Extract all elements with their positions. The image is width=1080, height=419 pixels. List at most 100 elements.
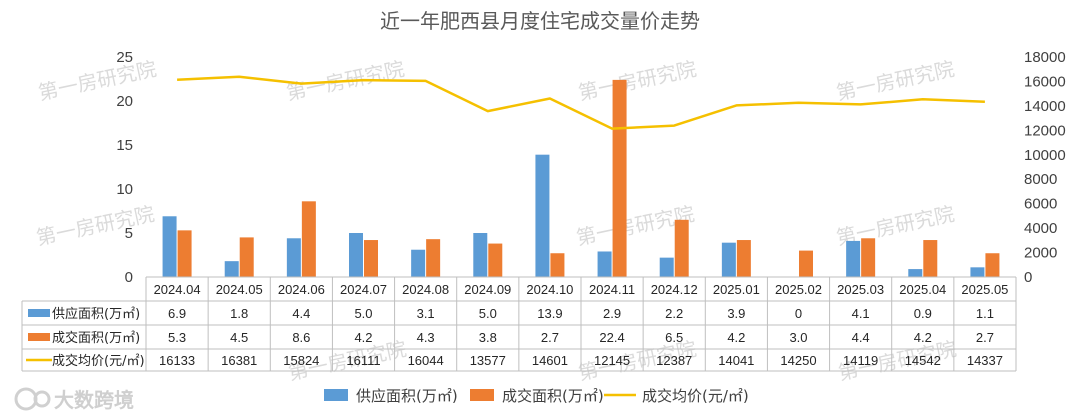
- bar-deal-2024.05: [239, 237, 254, 277]
- chart-title: 近一年肥西县月度住宅成交量价走势: [380, 9, 700, 33]
- bar-supply-2024.05: [224, 261, 239, 277]
- data-label: 14041: [718, 353, 754, 368]
- data-label: 15824: [283, 353, 319, 368]
- data-label: 2.9: [603, 306, 621, 321]
- y-right-tick-label: 6000: [1024, 196, 1057, 213]
- bar-deal-2025.03: [861, 238, 876, 277]
- data-label: 3.9: [727, 306, 745, 321]
- line-layer: [177, 75, 985, 130]
- y-right-tick-label: 16000: [1024, 73, 1066, 90]
- data-label: 14601: [532, 353, 568, 368]
- bar-supply-2025.04: [908, 269, 923, 277]
- category-label: 2024.07: [340, 282, 387, 297]
- y-left-tick-label: 15: [116, 137, 133, 154]
- category-label: 2024.04: [154, 282, 201, 297]
- data-label: 14119: [843, 353, 878, 368]
- data-table: 2024.04 2024.05 2024.06 2024.07 2024.08 2024.…: [21, 276, 1017, 372]
- data-label: 16044: [408, 353, 444, 368]
- bar-supply-2024.08: [411, 249, 426, 277]
- category-label: 2024.11: [589, 282, 635, 297]
- bar-deal-2025.01: [736, 240, 751, 277]
- legend-label-1: 成交面积(万㎡): [502, 387, 604, 405]
- bar-supply-2025.01: [721, 242, 736, 277]
- bars-layer: [162, 79, 1000, 277]
- data-label: 16111: [346, 353, 380, 368]
- watermark-4: 第一房研究院: [34, 201, 156, 249]
- y-left-tick-label: 0: [125, 269, 133, 286]
- bar-deal-2024.07: [364, 240, 378, 277]
- data-label: 4.2: [914, 330, 932, 345]
- data-label: 2.7: [976, 330, 994, 345]
- bar-supply-2024.11: [597, 251, 612, 277]
- table-key-1: [28, 333, 50, 341]
- bar-supply-2024.06: [286, 238, 301, 277]
- circle-logo-icon-inner: [33, 390, 51, 408]
- y-right-tick-label: 14000: [1024, 98, 1066, 115]
- data-label: 4.5: [230, 330, 248, 345]
- bar-deal-2025.02: [799, 250, 813, 277]
- y-right-tick-label: 0: [1024, 269, 1032, 286]
- data-label: 6.9: [168, 306, 186, 321]
- data-label: 3.1: [417, 306, 435, 321]
- data-label: 13.9: [537, 306, 562, 321]
- table-key-0: [28, 309, 50, 317]
- bar-supply-2024.04: [162, 216, 177, 277]
- y-left-tick-label: 10: [116, 181, 133, 198]
- bar-deal-2024.11: [612, 79, 627, 277]
- legend-label-2: 成交均价(元/㎡): [642, 387, 749, 405]
- bar-supply-2025.03: [846, 240, 861, 277]
- data-label: 0.9: [914, 306, 932, 321]
- bar-supply-2024.12: [659, 257, 674, 277]
- data-label: 1.8: [230, 306, 248, 321]
- data-label: 5.0: [479, 306, 497, 321]
- category-label: 2024.09: [464, 282, 511, 297]
- data-label: 4.2: [727, 330, 745, 345]
- legend-label-0: 供应面积(万㎡): [356, 387, 458, 405]
- watermark-3: 第一房研究院: [834, 56, 956, 104]
- data-label: 12145: [594, 353, 630, 368]
- logo: 大数跨境: [14, 387, 134, 412]
- bar-supply-2024.10: [535, 154, 550, 277]
- data-label: 2.7: [541, 330, 559, 345]
- y-right-tick-label: 12000: [1024, 122, 1066, 139]
- data-label: 1.1: [976, 306, 994, 321]
- logo-text: 大数跨境: [54, 388, 134, 412]
- category-label: 2024.06: [278, 282, 325, 297]
- category-label: 2024.12: [651, 282, 698, 297]
- watermark-0: 第一房研究院: [36, 56, 158, 104]
- bar-deal-2024.10: [550, 253, 565, 277]
- table-row-label: 供应面积(万㎡): [52, 306, 140, 322]
- bar-deal-2024.04: [177, 230, 192, 277]
- data-label: 3.8: [479, 330, 497, 345]
- data-label: 4.1: [852, 306, 870, 321]
- data-label: 5.3: [168, 330, 186, 345]
- category-label: 2025.02: [775, 282, 822, 297]
- category-label: 2025.05: [961, 282, 1008, 297]
- y-left-tick-label: 5: [125, 225, 133, 242]
- bar-deal-2025.05: [985, 253, 1000, 277]
- category-label: 2025.01: [713, 282, 760, 297]
- bar-deal-2024.06: [301, 201, 316, 277]
- y-right-tick-label: 10000: [1024, 147, 1066, 164]
- y-right-tick-label: 8000: [1024, 171, 1057, 188]
- bar-supply-2024.09: [473, 233, 488, 277]
- category-label: 2025.03: [837, 282, 884, 297]
- data-label: 12387: [656, 353, 692, 368]
- category-label: 2024.10: [526, 282, 573, 297]
- data-label: 4.4: [852, 330, 870, 345]
- legend-key-1: [470, 389, 494, 401]
- data-label: 4.4: [292, 306, 310, 321]
- data-label: 6.5: [665, 330, 683, 345]
- bar-deal-2025.04: [923, 240, 938, 277]
- data-label: 4.2: [354, 330, 372, 345]
- circle-logo-icon: [14, 387, 38, 411]
- y-right-tick-label: 4000: [1024, 220, 1057, 237]
- bar-deal-2024.12: [674, 219, 689, 277]
- data-label: 14250: [780, 353, 816, 368]
- data-label: 2.2: [665, 306, 683, 321]
- y-right-tick-label: 18000: [1024, 49, 1066, 66]
- data-label: 14337: [967, 353, 1003, 368]
- category-label: 2024.05: [216, 282, 263, 297]
